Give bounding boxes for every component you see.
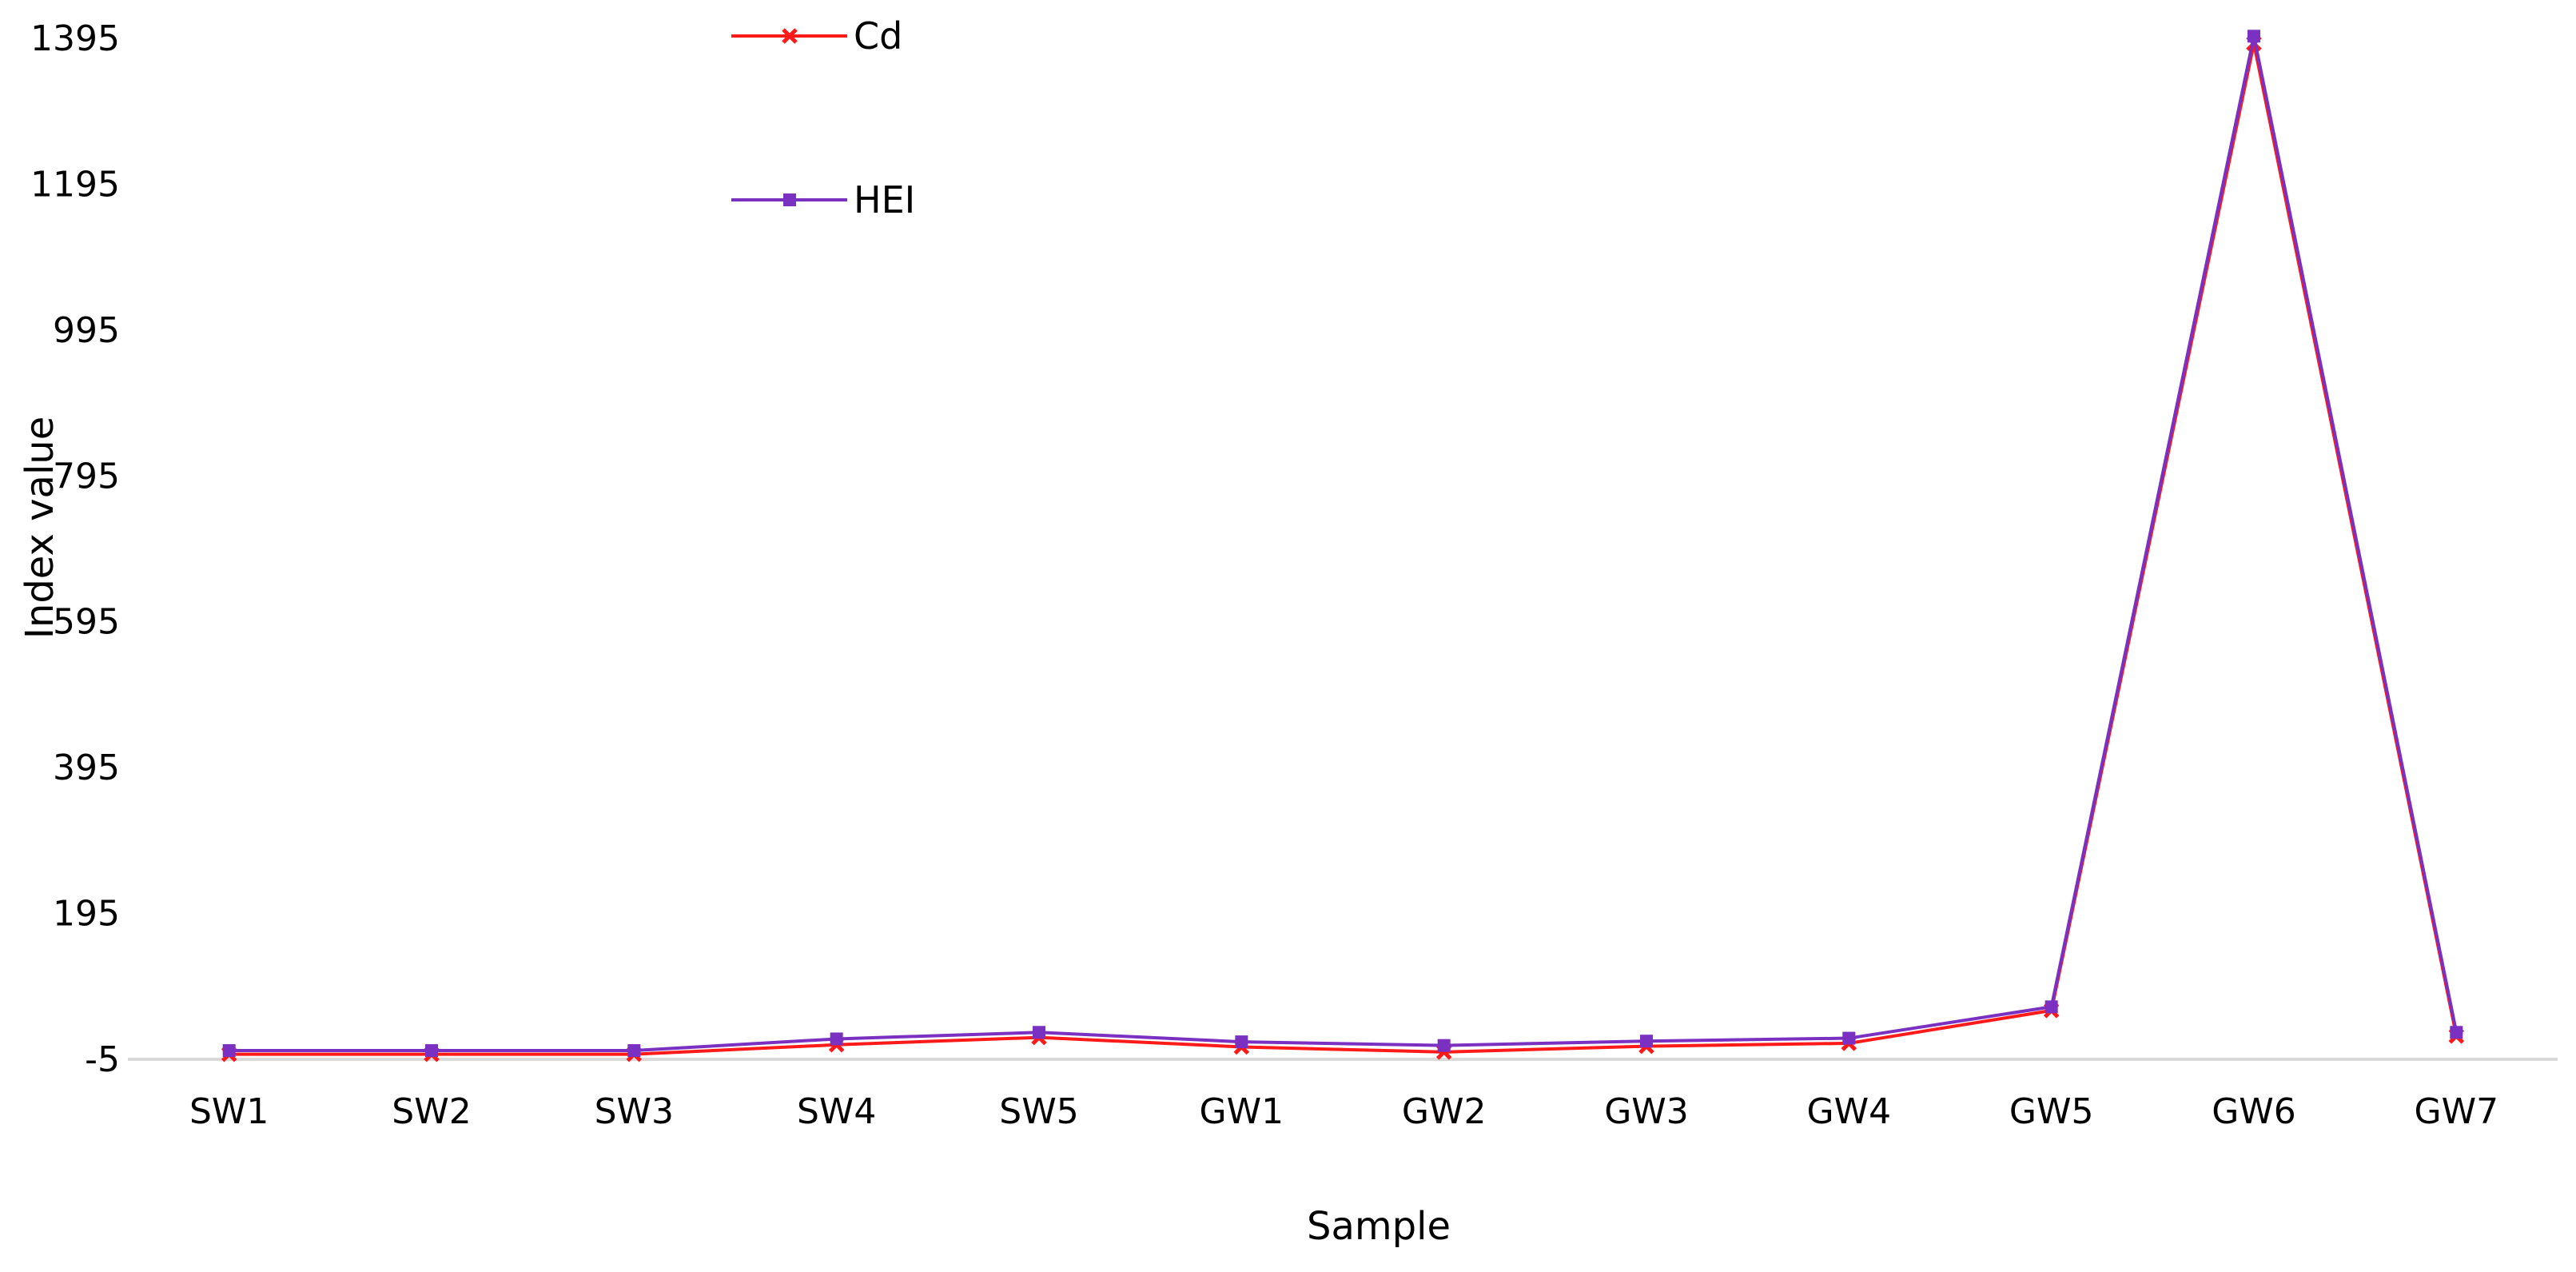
legend: Cd HEI — [731, 14, 915, 221]
y-tick-label: 395 — [53, 748, 120, 788]
x-axis-ticks: SW1 SW2 SW3 SW4 SW5 GW1 GW2 GW3 GW4 GW5 GW6 GW7 — [189, 1091, 2498, 1132]
legend-marker — [782, 28, 798, 44]
data-point-hei-gw7 — [2450, 1026, 2463, 1039]
series-hei — [222, 30, 2463, 1058]
y-tick-label: 595 — [53, 602, 120, 643]
data-point-hei-sw5 — [1033, 1026, 1045, 1039]
x-tick-label: GW7 — [2415, 1091, 2499, 1132]
legend-label: Cd — [854, 14, 902, 58]
x-tick-label: GW2 — [1402, 1091, 1487, 1132]
series-layer — [221, 30, 2465, 1063]
y-tick-label: 1395 — [30, 18, 120, 59]
y-axis-ticks: 1395 1195 995 795 595 395 195 -5 — [30, 18, 120, 1080]
legend-item-cd: Cd — [731, 14, 902, 58]
data-point-hei-gw3 — [1640, 1035, 1653, 1048]
y-tick-label: 995 — [53, 310, 120, 351]
y-tick-label: 1195 — [30, 164, 120, 205]
series-cd — [221, 35, 2465, 1063]
x-tick-label: GW5 — [2009, 1091, 2094, 1132]
data-point-hei-gw5 — [2044, 1000, 2058, 1014]
y-tick-label: 195 — [53, 894, 120, 935]
data-point-hei-gw4 — [1842, 1031, 1856, 1045]
y-axis-title: Index value — [18, 417, 62, 640]
legend-marker — [783, 193, 796, 206]
data-point-hei-sw2 — [425, 1044, 438, 1058]
x-tick-label: SW4 — [797, 1091, 876, 1132]
legend-item-hei: HEI — [731, 178, 915, 221]
data-point-hei-gw6 — [2248, 30, 2260, 43]
y-tick-label: -5 — [85, 1039, 120, 1080]
x-tick-label: GW6 — [2212, 1091, 2296, 1132]
x-tick-label: GW4 — [1807, 1091, 1892, 1132]
x-tick-label: GW1 — [1200, 1091, 1284, 1132]
data-point-hei-gw2 — [1437, 1039, 1451, 1052]
data-point-hei-sw4 — [830, 1032, 843, 1046]
y-tick-label: 795 — [53, 456, 120, 496]
x-tick-label: SW1 — [189, 1091, 269, 1132]
x-tick-label: SW2 — [392, 1091, 471, 1132]
legend-label: HEI — [854, 178, 915, 221]
data-point-hei-sw3 — [627, 1044, 641, 1058]
series-line-hei — [229, 34, 2459, 1053]
x-axis-title: Sample — [1307, 1204, 1451, 1249]
x-tick-label: GW3 — [1604, 1091, 1689, 1132]
x-tick-label: SW5 — [999, 1091, 1078, 1132]
series-line-cd — [229, 42, 2459, 1056]
x-tick-label: SW3 — [595, 1091, 674, 1132]
data-point-hei-gw1 — [1235, 1035, 1248, 1049]
data-point-hei-sw1 — [222, 1044, 236, 1058]
